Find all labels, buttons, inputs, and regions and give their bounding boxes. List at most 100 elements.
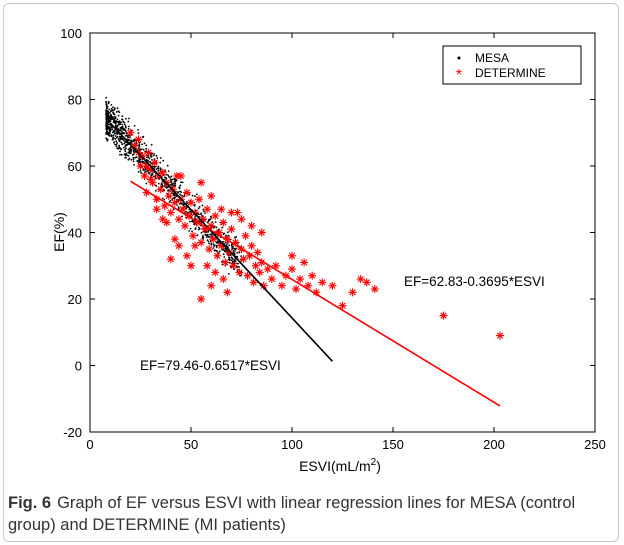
mesa-point [222,240,225,243]
determine-point [257,228,266,237]
mesa-point [115,143,118,146]
mesa-point [105,131,108,134]
determine-point [180,221,189,230]
determine-point [211,268,220,277]
mesa-point [118,111,121,114]
mesa-point [132,151,135,153]
mesa-point [114,117,117,120]
mesa-point [209,218,212,221]
determine-point [174,241,183,250]
determine-point [217,205,226,214]
determine-point [176,171,185,180]
mesa-point [122,120,125,123]
determine-point [187,261,195,270]
mesa-point [108,108,111,111]
mesa-point [168,201,171,204]
mesa-point [168,175,170,178]
figure-label: Fig. 6 [8,494,52,512]
determine-point [348,288,357,297]
figure-caption-text: Graph of EF versus ESVI with linear regr… [8,494,576,534]
legend-label-mesa: MESA [475,51,509,65]
determine-point [182,251,191,260]
mesa-point [163,189,165,192]
mesa-point [142,148,145,151]
determine-point [243,271,252,280]
mesa-point [150,143,153,146]
mesa-point [105,114,108,117]
determine-point [191,241,200,250]
mesa-point [105,137,108,140]
mesa-point [119,126,122,129]
mesa-point [115,136,118,139]
mesa-point [147,156,150,159]
mesa-point [212,243,215,246]
mesa-point [121,118,123,121]
mesa-point [202,237,204,240]
determine-point [328,281,337,290]
mesa-point [204,212,206,215]
mesa-point [113,132,116,135]
mesa-point [108,133,110,136]
mesa-point [116,125,119,128]
mesa-point [109,111,111,114]
mesa-point [159,161,162,164]
mesa-point [142,160,144,163]
determine-point [191,208,200,217]
mesa-point [169,199,172,202]
mesa-point [105,100,108,103]
mesa-point [124,141,127,144]
mesa-point [132,158,135,161]
mesa-point [160,182,163,185]
mesa-point [155,189,157,192]
mesa-point [172,194,175,196]
mesa-point [225,234,227,237]
mesa-point [117,120,120,123]
mesa-point [234,260,237,263]
mesa-point [167,174,170,177]
mesa-point [215,246,218,249]
mesa-point [191,230,193,233]
mesa-point [189,227,192,230]
mesa-point [124,154,127,157]
y-tick-label: -20 [63,425,82,440]
mesa-point [127,127,130,130]
mesa-point [206,239,209,242]
mesa-point [142,169,145,172]
determine-point [219,275,228,284]
mesa-point [127,120,130,123]
mesa-point [115,120,118,123]
determine-point [439,311,448,320]
mesa-point [122,132,124,135]
mesa-point [230,259,233,262]
mesa-point [131,153,134,156]
mesa-point [118,139,120,142]
mesa-point [223,249,226,252]
mesa-point [213,245,216,248]
mesa-point [128,134,131,137]
mesa-point [118,123,121,126]
mesa-point [175,179,178,182]
legend-marker-mesa [457,56,461,60]
mesa-point [117,110,120,113]
mesa-point [238,251,241,254]
mesa-point [115,140,118,143]
legend: MESA * DETERMINE [442,45,582,85]
mesa-point [126,154,128,157]
mesa-point [108,101,110,103]
mesa-point [132,160,135,163]
mesa-point [191,194,194,197]
mesa-point [180,191,183,194]
mesa-point [108,117,111,119]
mesa-point [106,107,109,109]
mesa-point [228,244,231,247]
determine-point [237,215,246,224]
mesa-point [105,103,108,106]
determine-point [140,171,149,180]
mesa-point [198,228,200,231]
determine-point [227,208,236,217]
mesa-point [110,104,113,106]
mesa-point [169,184,172,186]
mesa-point [120,153,123,156]
mesa-point [126,143,129,146]
mesa-point [230,244,233,247]
